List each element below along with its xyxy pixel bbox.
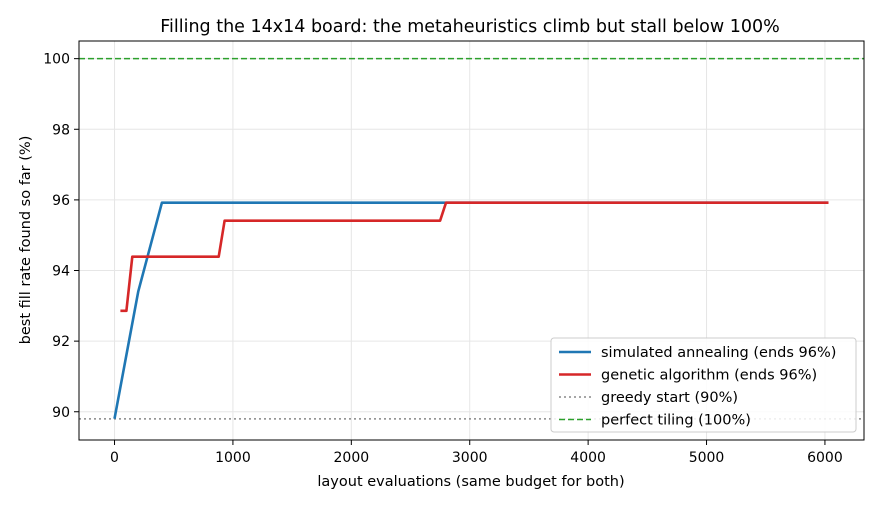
legend-label: greedy start (90%) bbox=[601, 390, 738, 406]
plot-frame bbox=[78, 40, 865, 441]
y-tick-label: 92 bbox=[52, 334, 70, 350]
legend-label: perfect tiling (100%) bbox=[601, 413, 751, 429]
y-tick-label: 90 bbox=[52, 405, 70, 421]
x-axis-label: layout evaluations (same budget for both… bbox=[317, 474, 624, 490]
series-line bbox=[120, 201, 829, 313]
series-layer bbox=[113, 201, 829, 420]
x-tick-label: 0 bbox=[110, 450, 119, 466]
legend: simulated annealing (ends 96%) genetic al… bbox=[550, 337, 857, 433]
x-tick-label: 1000 bbox=[215, 450, 251, 466]
x-tick-label: 2000 bbox=[334, 450, 370, 466]
x-tick-label: 5000 bbox=[689, 450, 725, 466]
y-tick-label: 94 bbox=[52, 264, 70, 280]
legend-box bbox=[550, 337, 857, 433]
x-tick-label: 4000 bbox=[570, 450, 606, 466]
x-axis-ticks: 0 1000 2000 3000 4000 5000 6000 bbox=[110, 440, 843, 466]
y-tick-label: 98 bbox=[52, 122, 70, 138]
legend-label: genetic algorithm (ends 96%) bbox=[601, 368, 817, 384]
x-tick-label: 6000 bbox=[807, 450, 843, 466]
x-tick-label: 3000 bbox=[452, 450, 488, 466]
reference-lines bbox=[79, 57, 864, 420]
chart-title: Filling the 14x14 board: the metaheurist… bbox=[160, 17, 780, 37]
legend-label: simulated annealing (ends 96%) bbox=[601, 345, 836, 361]
y-tick-label: 96 bbox=[52, 193, 70, 209]
y-axis-label: best fill rate found so far (%) bbox=[18, 136, 34, 345]
y-tick-label: 100 bbox=[43, 52, 70, 68]
y-axis-ticks: 90 92 94 96 98 100 bbox=[43, 52, 79, 421]
